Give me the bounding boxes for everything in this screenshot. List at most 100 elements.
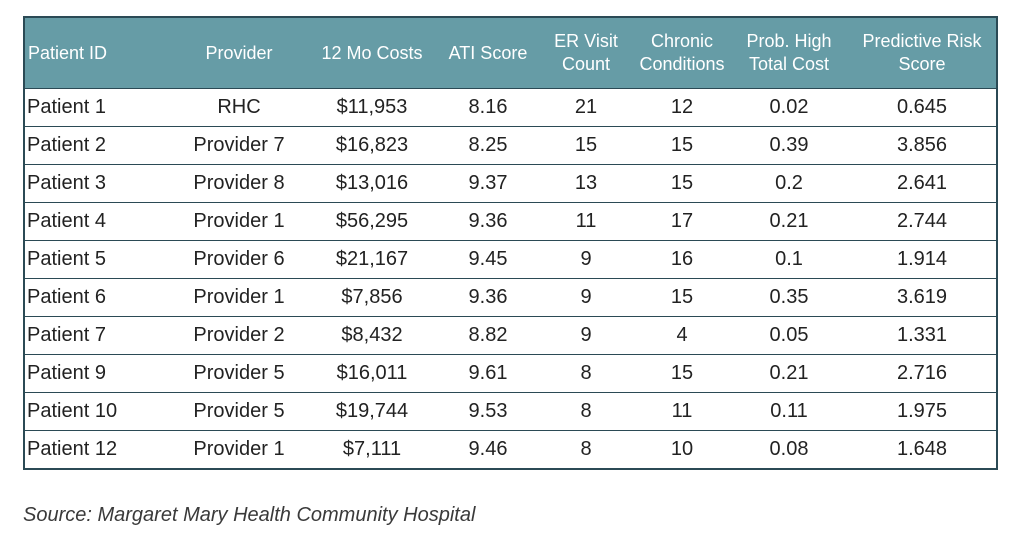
table-cell: Provider 5 — [172, 354, 306, 393]
table-cell: 0.35 — [730, 278, 848, 317]
table-cell: 2.641 — [848, 164, 997, 203]
table-cell: 15 — [634, 278, 730, 317]
table-row: Patient 5 Provider 6 $21,167 9.45 9 16 0.1 1.91… — [24, 240, 997, 279]
table-cell: 0.21 — [730, 354, 848, 393]
table-cell: 9 — [538, 278, 634, 317]
table-cell: 12 — [634, 88, 730, 127]
table-cell: 21 — [538, 88, 634, 127]
table-row: Patient 12 Provider 1 $7,111 9.46 8 10 0.08 1.6… — [24, 430, 997, 469]
table-cell: Provider 6 — [172, 240, 306, 279]
table-cell: $13,016 — [306, 164, 438, 203]
table-cell: $16,823 — [306, 126, 438, 165]
table-cell: $56,295 — [306, 202, 438, 241]
table-cell: 1.331 — [848, 316, 997, 355]
table-cell: Provider 2 — [172, 316, 306, 355]
table-cell: Patient 5 — [24, 240, 172, 279]
table-cell: 9.53 — [438, 392, 538, 431]
table-cell: 1.975 — [848, 392, 997, 431]
table-cell: 9 — [538, 316, 634, 355]
table-cell: 0.05 — [730, 316, 848, 355]
table-cell: Patient 1 — [24, 88, 172, 127]
column-header: Patient ID — [24, 17, 172, 89]
table-cell: 15 — [634, 354, 730, 393]
table-row: Patient 6 Provider 1 $7,856 9.36 9 15 0.35 3.61… — [24, 278, 997, 317]
table-cell: 11 — [538, 202, 634, 241]
column-header: Predictive Risk Score — [848, 17, 997, 89]
table-cell: Patient 4 — [24, 202, 172, 241]
table-cell: $21,167 — [306, 240, 438, 279]
table-cell: 9.46 — [438, 430, 538, 469]
table-row: Patient 10 Provider 5 $19,744 9.53 8 11 0.11 1.… — [24, 392, 997, 431]
table-row: Patient 3 Provider 8 $13,016 9.37 13 15 0.2 2.6… — [24, 164, 997, 203]
table-cell: 15 — [634, 126, 730, 165]
table-cell: 16 — [634, 240, 730, 279]
table-cell: 10 — [634, 430, 730, 469]
table-cell: 0.39 — [730, 126, 848, 165]
table-cell: 9.36 — [438, 202, 538, 241]
table-cell: 4 — [634, 316, 730, 355]
table-cell: Patient 9 — [24, 354, 172, 393]
table-row: Patient 4 Provider 1 $56,295 9.36 11 17 0.21 2.… — [24, 202, 997, 241]
table-cell: Provider 7 — [172, 126, 306, 165]
table-cell: $7,856 — [306, 278, 438, 317]
table-cell: 1.914 — [848, 240, 997, 279]
table-cell: 13 — [538, 164, 634, 203]
table-cell: 0.21 — [730, 202, 848, 241]
table-cell: 9.37 — [438, 164, 538, 203]
table-cell: Patient 12 — [24, 430, 172, 469]
table-body: Patient 1 RHC $11,953 8.16 21 12 0.02 0.645 Pati… — [24, 88, 997, 469]
table-cell: 2.716 — [848, 354, 997, 393]
table-cell: Patient 3 — [24, 164, 172, 203]
table-cell: 9.45 — [438, 240, 538, 279]
table-cell: 8.25 — [438, 126, 538, 165]
table-cell: 3.856 — [848, 126, 997, 165]
table-cell: 9.36 — [438, 278, 538, 317]
table-cell: 1.648 — [848, 430, 997, 469]
column-header: ER Visit Count — [538, 17, 634, 89]
table-cell: 8.82 — [438, 316, 538, 355]
table-cell: 9.61 — [438, 354, 538, 393]
table-cell: 2.744 — [848, 202, 997, 241]
table-cell: Provider 1 — [172, 430, 306, 469]
table-cell: 8 — [538, 430, 634, 469]
table-cell: 17 — [634, 202, 730, 241]
table-row: Patient 9 Provider 5 $16,011 9.61 8 15 0.21 2.7… — [24, 354, 997, 393]
table-cell: $7,111 — [306, 430, 438, 469]
column-header: Chronic Conditions — [634, 17, 730, 89]
table-cell: 8 — [538, 392, 634, 431]
table-cell: 0.645 — [848, 88, 997, 127]
source-note: Source: Margaret Mary Health Community H… — [23, 504, 476, 526]
table-row: Patient 1 RHC $11,953 8.16 21 12 0.02 0.645 — [24, 88, 997, 127]
table-cell: 0.08 — [730, 430, 848, 469]
table-cell: Provider 5 — [172, 392, 306, 431]
table-cell: 8 — [538, 354, 634, 393]
table-cell: Provider 1 — [172, 278, 306, 317]
table-cell: 3.619 — [848, 278, 997, 317]
table-cell: 0.11 — [730, 392, 848, 431]
table-cell: $8,432 — [306, 316, 438, 355]
table-cell: 15 — [634, 164, 730, 203]
table-cell: 0.02 — [730, 88, 848, 127]
column-header: Provider — [172, 17, 306, 89]
patient-risk-table: Patient ID Provider 12 Mo Costs ATI Scor… — [23, 16, 998, 470]
table-cell: 8.16 — [438, 88, 538, 127]
table-cell: 11 — [634, 392, 730, 431]
table-cell: 15 — [538, 126, 634, 165]
table-cell: 9 — [538, 240, 634, 279]
table-cell: $11,953 — [306, 88, 438, 127]
table-cell: Patient 7 — [24, 316, 172, 355]
table-header-row: Patient ID Provider 12 Mo Costs ATI Scor… — [24, 17, 997, 89]
column-header: Prob. High Total Cost — [730, 17, 848, 89]
table-cell: Patient 10 — [24, 392, 172, 431]
table-cell: Patient 2 — [24, 126, 172, 165]
column-header: 12 Mo Costs — [306, 17, 438, 89]
table-cell: 0.1 — [730, 240, 848, 279]
table-row: Patient 7 Provider 2 $8,432 8.82 9 4 0.05 1.331 — [24, 316, 997, 355]
table-cell: Provider 8 — [172, 164, 306, 203]
table-cell: RHC — [172, 88, 306, 127]
table-cell: $19,744 — [306, 392, 438, 431]
table-row: Patient 2 Provider 7 $16,823 8.25 15 15 0.39 3.… — [24, 126, 997, 165]
table-cell: Provider 1 — [172, 202, 306, 241]
table-cell: $16,011 — [306, 354, 438, 393]
table-cell: Patient 6 — [24, 278, 172, 317]
